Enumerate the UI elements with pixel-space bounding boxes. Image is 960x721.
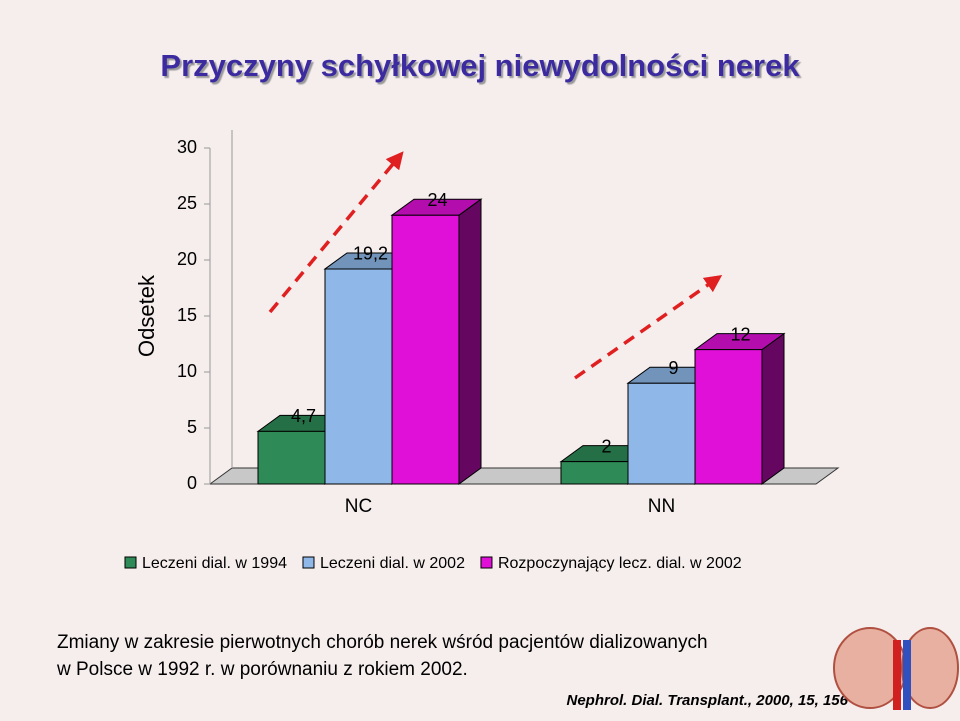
x-tick-label: NC — [345, 496, 372, 517]
y-tick-label: 10 — [177, 361, 197, 381]
value-label: 4,7 — [291, 406, 316, 426]
value-label: 12 — [730, 324, 750, 344]
bar-face — [627, 382, 696, 485]
bar-face — [391, 214, 460, 485]
y-tick-label: 30 — [177, 137, 197, 157]
bar-face — [694, 349, 763, 485]
trend-arrow — [268, 151, 404, 314]
caption-line: w Polsce w 1992 r. w porównaniu z rokiem… — [56, 659, 468, 680]
bar-face — [458, 198, 482, 485]
legend-label: Rozpoczynający lecz. dial. w 2002 — [498, 555, 742, 572]
legend-swatch — [302, 556, 315, 569]
y-tick-label: 5 — [187, 417, 197, 437]
value-label: 19,2 — [353, 244, 388, 264]
value-label: 9 — [668, 358, 678, 378]
value-label: 2 — [601, 436, 611, 456]
caption-line: Zmiany w zakresie pierwotnych chorób ner… — [57, 632, 708, 653]
y-tick-label: 20 — [177, 249, 197, 269]
bar — [693, 332, 786, 485]
bar-face — [324, 268, 393, 485]
trend-arrow — [573, 274, 723, 380]
bar-face — [761, 332, 785, 485]
kidney-icon — [833, 627, 959, 710]
legend-label: Leczeni dial. w 1994 — [142, 555, 287, 572]
bar-face — [560, 461, 629, 485]
bar — [390, 198, 483, 485]
legend-swatch — [480, 556, 493, 569]
value-label: 24 — [427, 190, 447, 210]
y-tick-label: 0 — [187, 473, 197, 493]
y-axis-label: Odsetek — [134, 274, 159, 357]
legend-swatch — [124, 556, 137, 569]
y-tick-label: 15 — [177, 305, 197, 325]
source: Nephrol. Dial. Transplant., 2000, 15, 15… — [566, 692, 848, 709]
y-tick-label: 25 — [177, 193, 197, 213]
x-tick-label: NN — [648, 496, 675, 517]
legend-label: Leczeni dial. w 2002 — [320, 555, 465, 572]
bar-face — [257, 430, 326, 485]
chart-title: Przyczyny schyłkowej niewydolności nerek — [160, 48, 800, 83]
